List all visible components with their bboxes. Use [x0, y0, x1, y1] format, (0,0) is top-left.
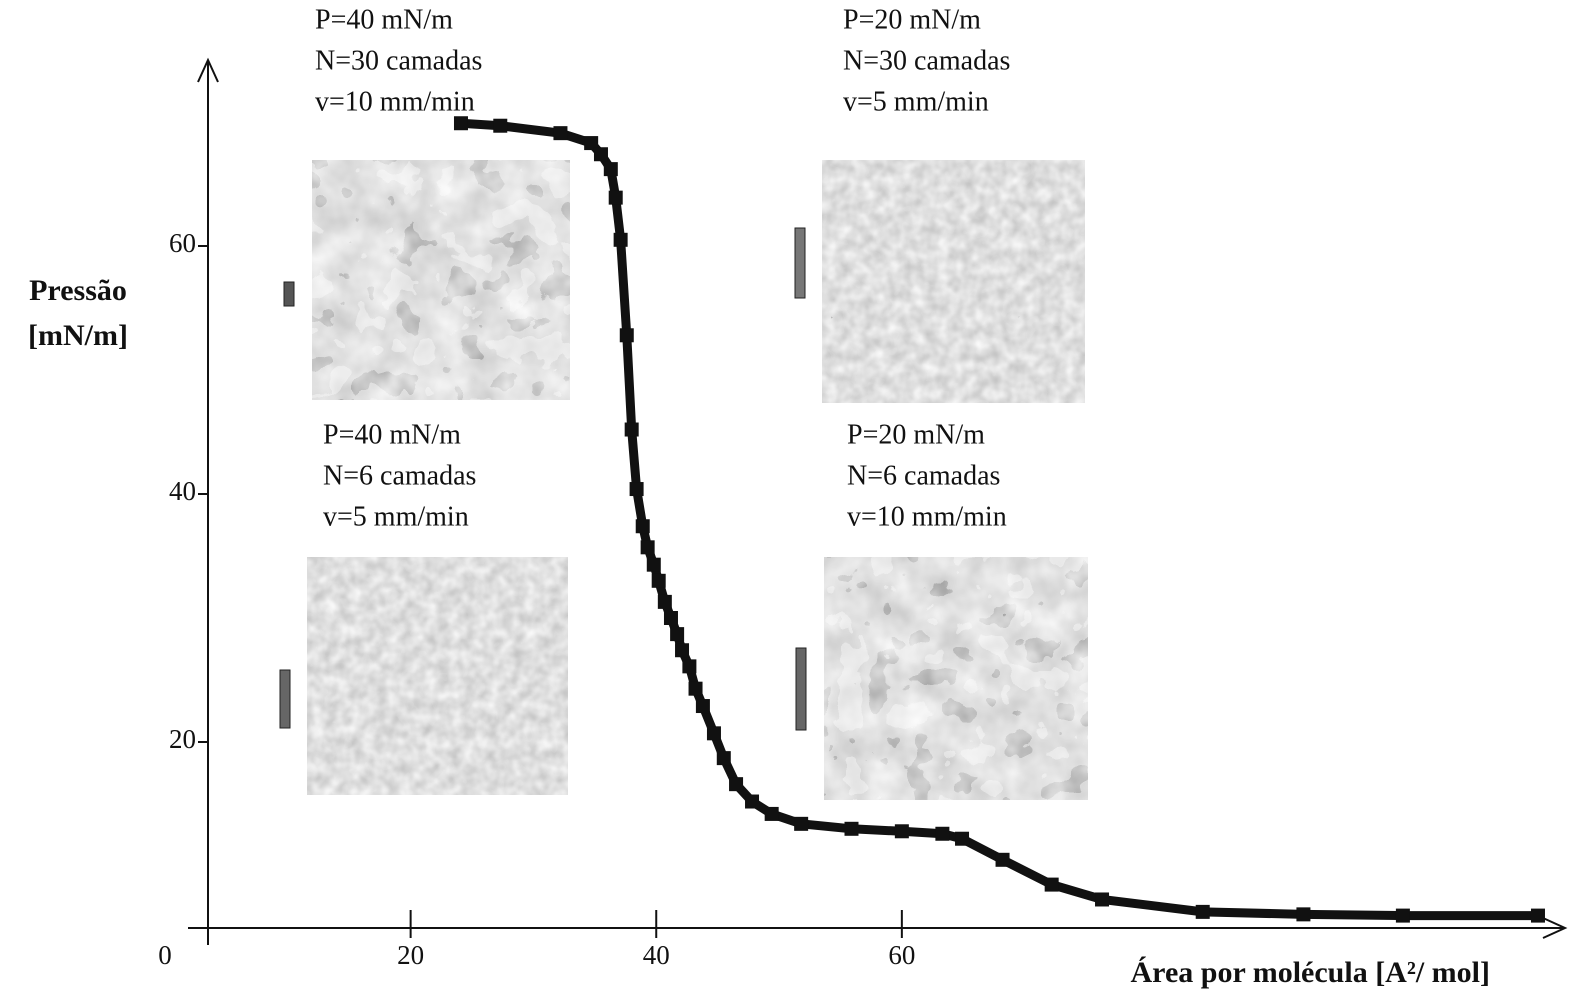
annotation: v=10 mm/min [315, 86, 475, 117]
marker [604, 162, 618, 176]
marker [729, 777, 743, 791]
marker [765, 807, 779, 821]
annotation: P=40 mN/m [315, 4, 453, 35]
annotation: P=40 mN/m [323, 419, 461, 450]
marker [1095, 892, 1109, 906]
afm-image [824, 557, 1088, 800]
marker [1531, 909, 1545, 923]
marker [664, 611, 678, 625]
color-bar [284, 282, 294, 306]
marker [794, 817, 808, 831]
annotation: v=5 mm/min [843, 86, 989, 117]
marker [955, 832, 969, 846]
y-tick-label: 40 [169, 476, 196, 506]
marker [641, 540, 655, 554]
x-tick-label: 20 [397, 940, 424, 970]
marker [636, 519, 650, 533]
marker [895, 824, 909, 838]
annotation: N=30 camadas [315, 45, 482, 76]
marker [1196, 905, 1210, 919]
marker [630, 482, 644, 496]
x-tick-label: 0 [158, 940, 172, 970]
afm-image [312, 160, 570, 400]
marker [493, 119, 507, 133]
marker [935, 827, 949, 841]
marker [647, 558, 661, 572]
y-tick-label: 60 [169, 228, 196, 258]
marker [689, 682, 703, 696]
color-bar [795, 228, 805, 298]
annotation: N=6 camadas [847, 460, 1000, 491]
marker [1296, 907, 1310, 921]
marker [717, 751, 731, 765]
y-axis-label: [mN/m] [28, 319, 128, 352]
marker [614, 233, 628, 247]
afm-image [307, 557, 568, 795]
y-axis-label: Pressão [29, 274, 127, 307]
annotation: N=30 camadas [843, 45, 1010, 76]
marker [454, 116, 468, 130]
afm-image [822, 160, 1085, 403]
marker [670, 627, 684, 641]
annotation: v=10 mm/min [847, 501, 1007, 532]
marker [625, 423, 639, 437]
marker [652, 574, 666, 588]
marker [1396, 909, 1410, 923]
x-axis-label: Área por molécula [A²/ mol] [1131, 956, 1491, 989]
marker [658, 595, 672, 609]
marker [620, 328, 634, 342]
marker [996, 853, 1010, 867]
marker [675, 643, 689, 657]
x-tick-label: 40 [643, 940, 670, 970]
marker [745, 795, 759, 809]
marker [707, 726, 721, 740]
annotation: v=5 mm/min [323, 501, 469, 532]
annotation: N=6 camadas [323, 460, 476, 491]
y-tick-label: 20 [169, 724, 196, 754]
marker [1045, 878, 1059, 892]
marker [553, 126, 567, 140]
chart: Pressão [mN/m] Área por molécula [A²/ mo… [0, 0, 1578, 1007]
marker [609, 191, 623, 205]
page: Pressão [mN/m] Área por molécula [A²/ mo… [0, 0, 1578, 1007]
x-tick-label: 60 [888, 940, 915, 970]
color-bar [280, 670, 290, 728]
annotation: P=20 mN/m [847, 419, 985, 450]
annotation: P=20 mN/m [843, 4, 981, 35]
marker [845, 822, 859, 836]
marker [594, 147, 608, 161]
color-bar [796, 648, 806, 730]
marker [696, 699, 710, 713]
marker [682, 659, 696, 673]
